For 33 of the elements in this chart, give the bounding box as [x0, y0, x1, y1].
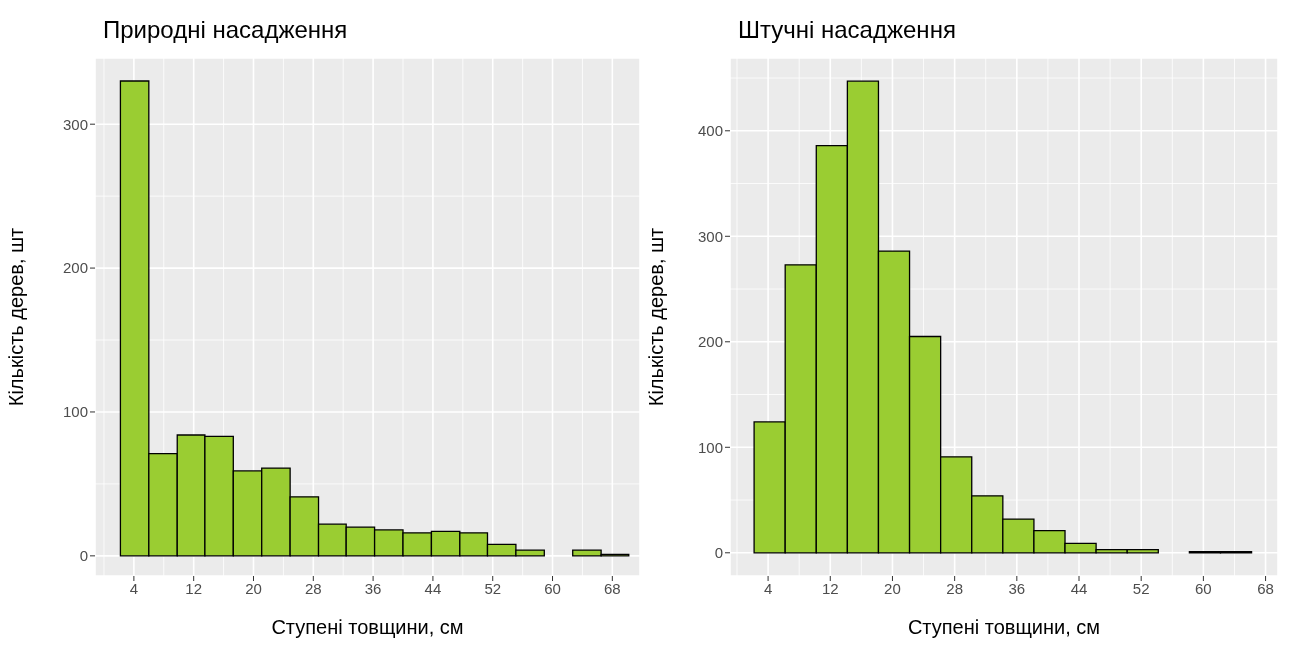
- x-tick-label: 12: [185, 579, 203, 597]
- x-tick-label: 36: [364, 579, 382, 597]
- y-tick-label: 200: [62, 259, 88, 277]
- y-axis-title: Кількість дерев, шт: [645, 227, 668, 407]
- y-tick-label: 0: [714, 544, 723, 562]
- x-tick-label: 4: [129, 579, 139, 597]
- x-tick-label: 12: [821, 579, 839, 597]
- y-tick-label: 300: [62, 115, 88, 133]
- x-tick-label: 52: [484, 579, 502, 597]
- x-tick-label: 28: [946, 579, 963, 597]
- chart-title: Природні насадження: [103, 16, 348, 44]
- y-tick-label: 100: [62, 403, 88, 421]
- x-tick-label: 68: [604, 579, 621, 597]
- x-tick-label: 28: [304, 579, 322, 597]
- y-tick-label: 0: [79, 547, 88, 565]
- x-tick-label: 4: [763, 579, 773, 597]
- x-axis-title: Ступені товщини, см: [271, 616, 464, 638]
- x-tick-label: 20: [884, 579, 901, 597]
- x-tick-label: 36: [1008, 579, 1026, 597]
- x-tick-label: 44: [424, 579, 442, 597]
- x-axis-title: Ступені товщини, см: [907, 616, 1101, 638]
- chart-title: Штучні насадження: [738, 16, 956, 44]
- x-tick-label: 60: [544, 579, 561, 597]
- x-tick-label: 20: [245, 579, 262, 597]
- y-tick-label: 400: [697, 122, 723, 140]
- y-axis-title: Кількість дерев, шт: [5, 227, 28, 407]
- x-tick-label: 68: [1257, 579, 1274, 597]
- y-tick-label: 100: [697, 438, 723, 456]
- y-tick-label: 300: [697, 227, 723, 245]
- x-tick-label: 44: [1070, 579, 1088, 597]
- y-tick-label: 200: [697, 333, 723, 351]
- x-tick-label: 52: [1132, 579, 1150, 597]
- x-tick-label: 60: [1195, 579, 1212, 597]
